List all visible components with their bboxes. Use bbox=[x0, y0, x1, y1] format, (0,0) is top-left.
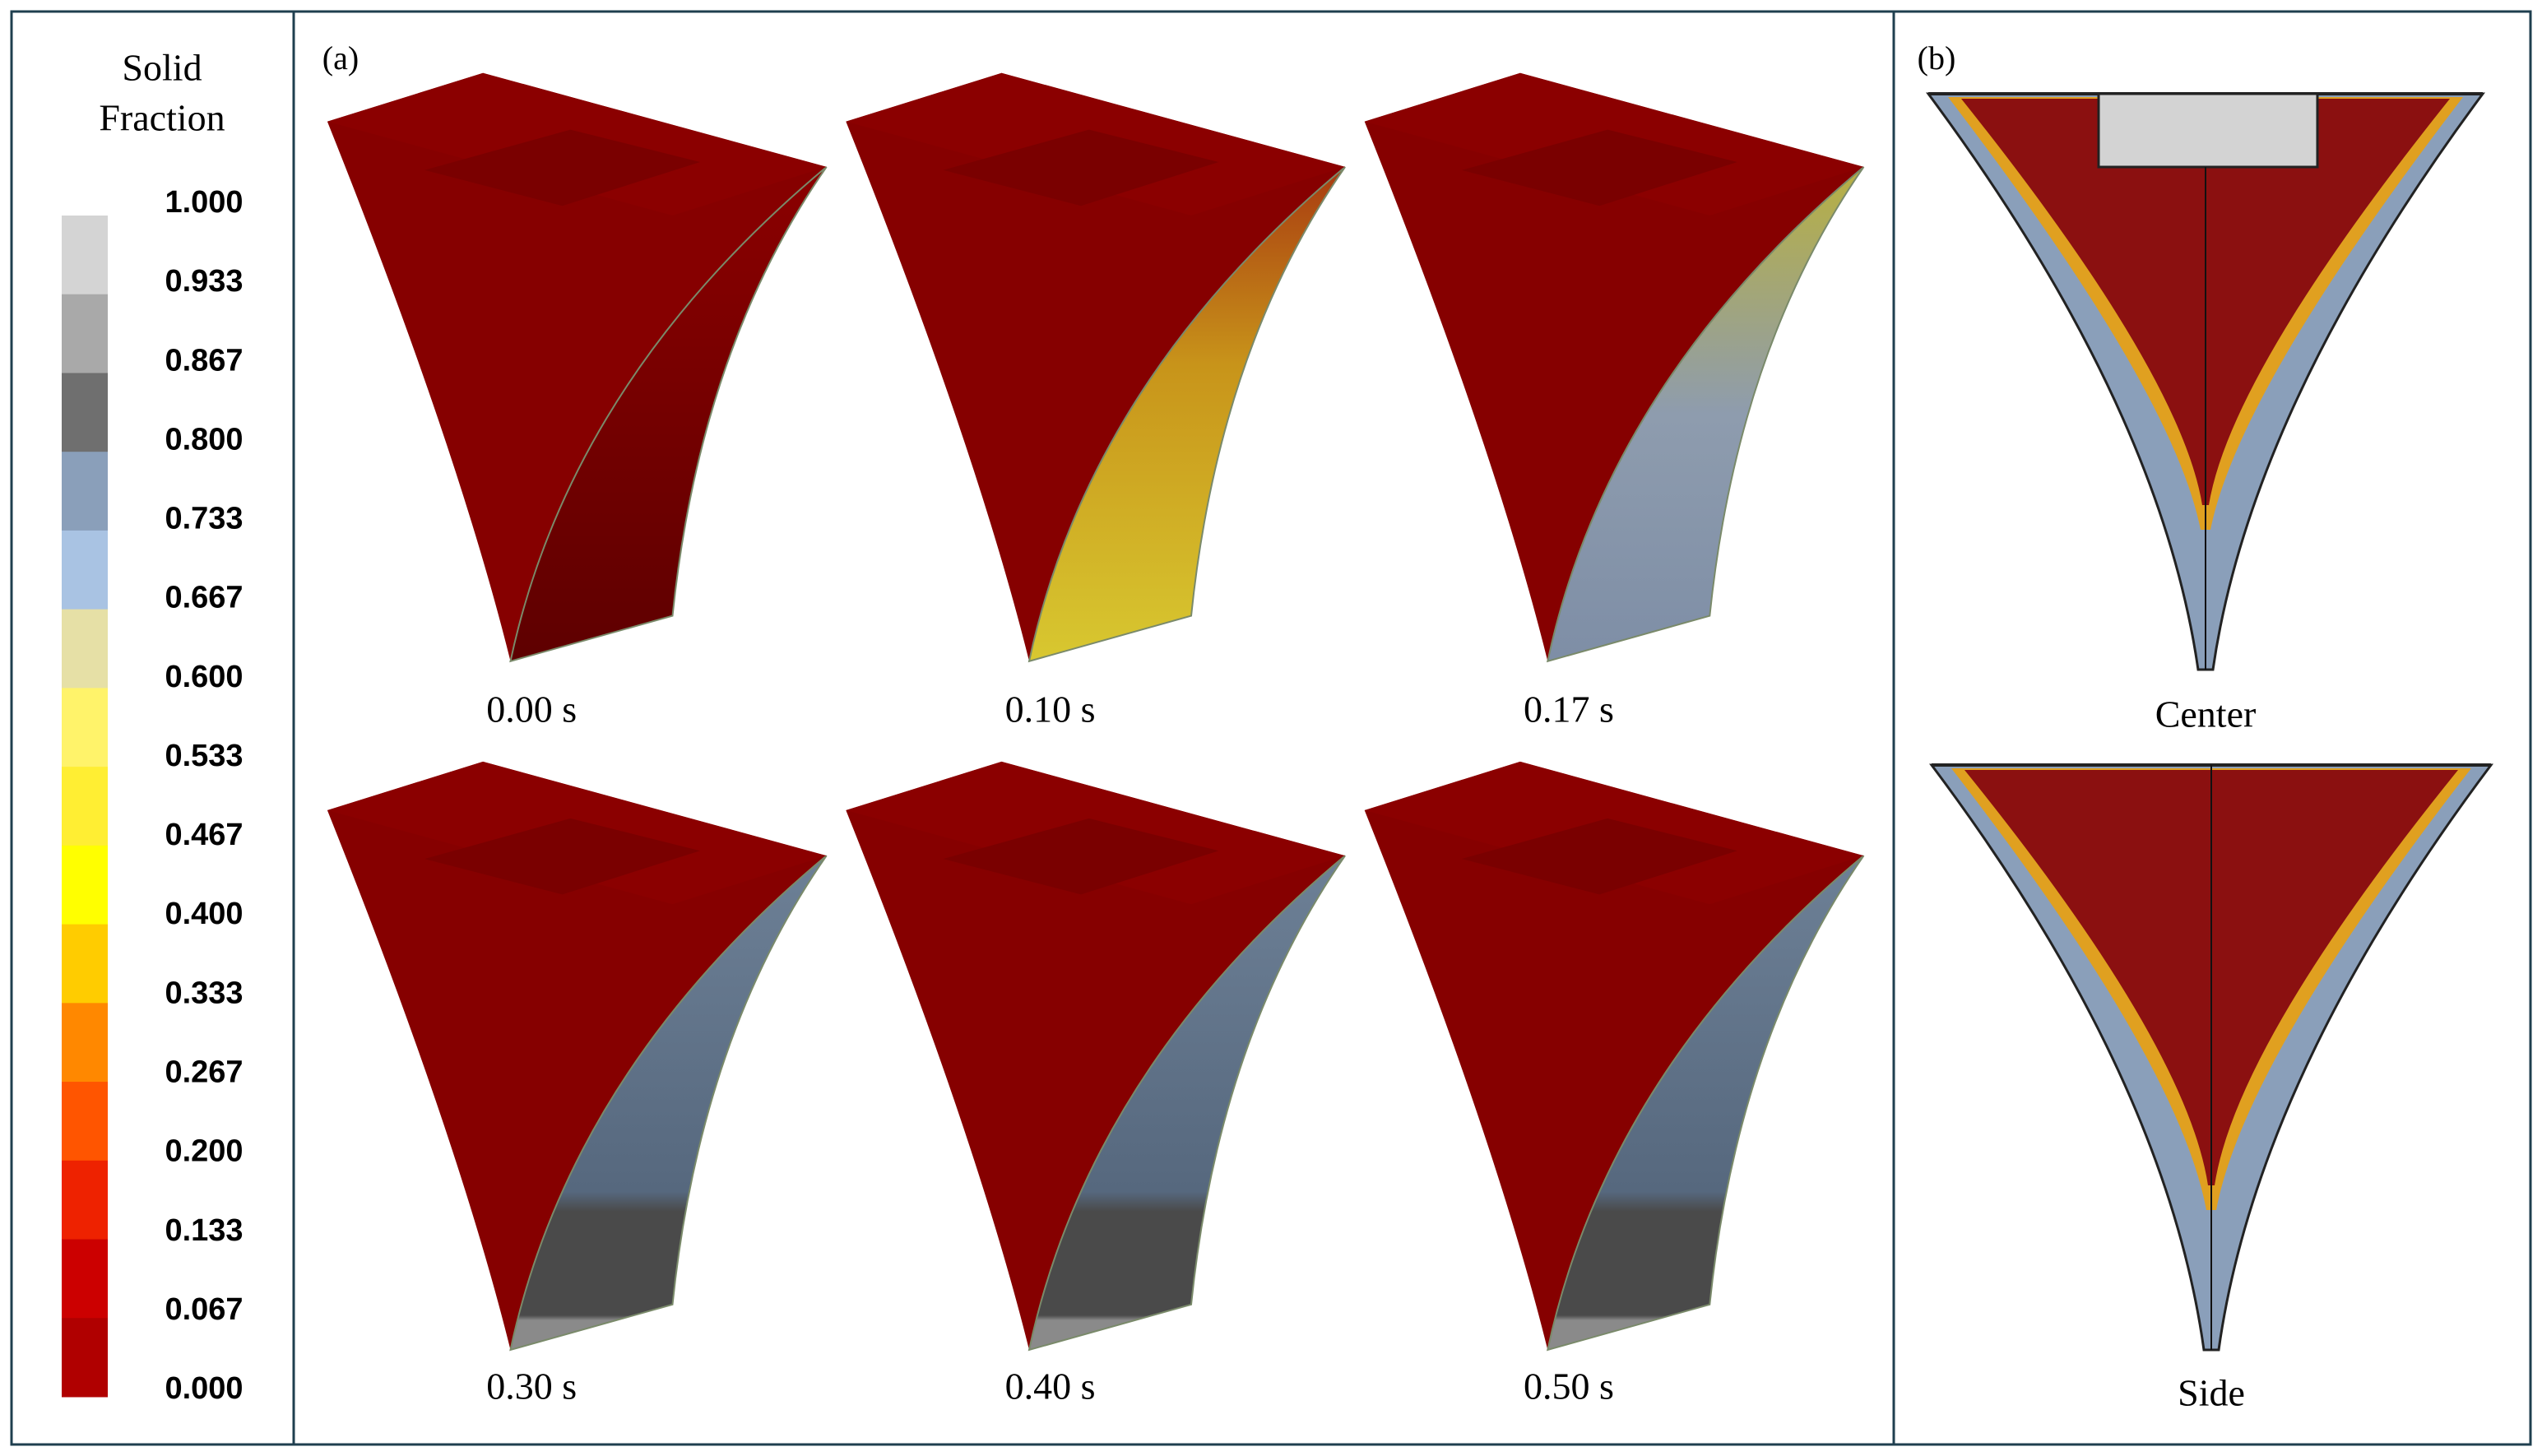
frame: 0.50 s bbox=[1364, 761, 1865, 1407]
tick-label: 0.133 bbox=[165, 1213, 243, 1248]
color-band bbox=[62, 609, 108, 689]
top-notch bbox=[424, 129, 700, 206]
color-band bbox=[62, 373, 108, 452]
tick-label: 0.000 bbox=[165, 1371, 243, 1406]
top-notch bbox=[943, 818, 1219, 895]
tick-label: 0.067 bbox=[165, 1292, 243, 1327]
top-notch bbox=[424, 818, 700, 895]
mold-insert bbox=[2097, 92, 2319, 169]
color-band bbox=[62, 530, 108, 610]
time-label: 0.50 s bbox=[1524, 1366, 1614, 1407]
color-band bbox=[62, 452, 108, 531]
time-label: 0.40 s bbox=[1005, 1366, 1096, 1407]
color-band bbox=[62, 767, 108, 846]
colorbar: 1.000 0.933 0.867 0.800 0.733 0.667 0.600 0.533… bbox=[62, 185, 244, 1406]
tick-label: 0.333 bbox=[165, 976, 243, 1010]
tick-label: 0.667 bbox=[165, 581, 243, 615]
tick-label: 0.400 bbox=[165, 897, 243, 931]
color-band bbox=[62, 1318, 108, 1398]
curved-face bbox=[1027, 855, 1346, 1352]
frame: 0.00 s bbox=[327, 72, 828, 730]
tick-label: 0.867 bbox=[165, 343, 243, 378]
left-face bbox=[327, 72, 827, 661]
curved-face bbox=[1027, 166, 1346, 663]
panel-label: (b) bbox=[1918, 39, 1956, 77]
legend-title: Fraction bbox=[99, 97, 225, 139]
section-label: Center bbox=[2155, 693, 2257, 735]
left-face bbox=[846, 761, 1346, 1350]
frames: 0.00 s 0.10 s 0.17 s 0.30 s 0.40 s 0.50 s bbox=[327, 72, 1865, 1407]
panel-label: (a) bbox=[322, 39, 359, 77]
tick-label: 1.000 bbox=[165, 185, 243, 220]
color-band bbox=[62, 845, 108, 925]
color-band bbox=[62, 688, 108, 767]
color-band bbox=[62, 216, 108, 295]
legend-title: Solid bbox=[122, 47, 202, 89]
tick-label: 0.600 bbox=[165, 660, 243, 694]
section-label: Side bbox=[2178, 1372, 2245, 1414]
time-label: 0.00 s bbox=[486, 689, 577, 730]
left-face bbox=[327, 761, 827, 1350]
color-band bbox=[62, 1239, 108, 1319]
color-band bbox=[62, 924, 108, 1004]
top-notch bbox=[1461, 129, 1737, 206]
time-label: 0.17 s bbox=[1524, 689, 1614, 730]
color-band bbox=[62, 1003, 108, 1083]
tick-label: 0.800 bbox=[165, 422, 243, 457]
outer-border bbox=[10, 10, 2532, 1446]
section: Side bbox=[1929, 763, 2493, 1414]
section: Center bbox=[1926, 92, 2485, 735]
color-band bbox=[62, 1160, 108, 1240]
time-label: 0.10 s bbox=[1005, 689, 1096, 730]
tick-label: 0.267 bbox=[165, 1055, 243, 1089]
curved-face bbox=[509, 166, 828, 663]
frame: 0.17 s bbox=[1364, 72, 1865, 730]
tick-label: 0.533 bbox=[165, 739, 243, 773]
frame: 0.30 s bbox=[327, 761, 828, 1407]
left-face bbox=[1364, 72, 1864, 661]
left-face bbox=[1364, 761, 1864, 1350]
curved-face bbox=[1546, 166, 1865, 663]
top-notch bbox=[1461, 818, 1737, 895]
sections: Center Side bbox=[1926, 92, 2493, 1414]
tick-label: 0.933 bbox=[165, 264, 243, 299]
top-notch bbox=[943, 129, 1219, 206]
time-label: 0.30 s bbox=[486, 1366, 577, 1407]
color-band bbox=[62, 294, 108, 373]
color-band bbox=[62, 1082, 108, 1162]
frame: 0.10 s bbox=[846, 72, 1346, 730]
tick-label: 0.467 bbox=[165, 818, 243, 852]
frame: 0.40 s bbox=[846, 761, 1346, 1407]
curved-face bbox=[1546, 855, 1865, 1352]
curved-face bbox=[509, 855, 828, 1352]
left-face bbox=[846, 72, 1346, 661]
tick-label: 0.733 bbox=[165, 502, 243, 536]
tick-label: 0.200 bbox=[165, 1134, 243, 1169]
